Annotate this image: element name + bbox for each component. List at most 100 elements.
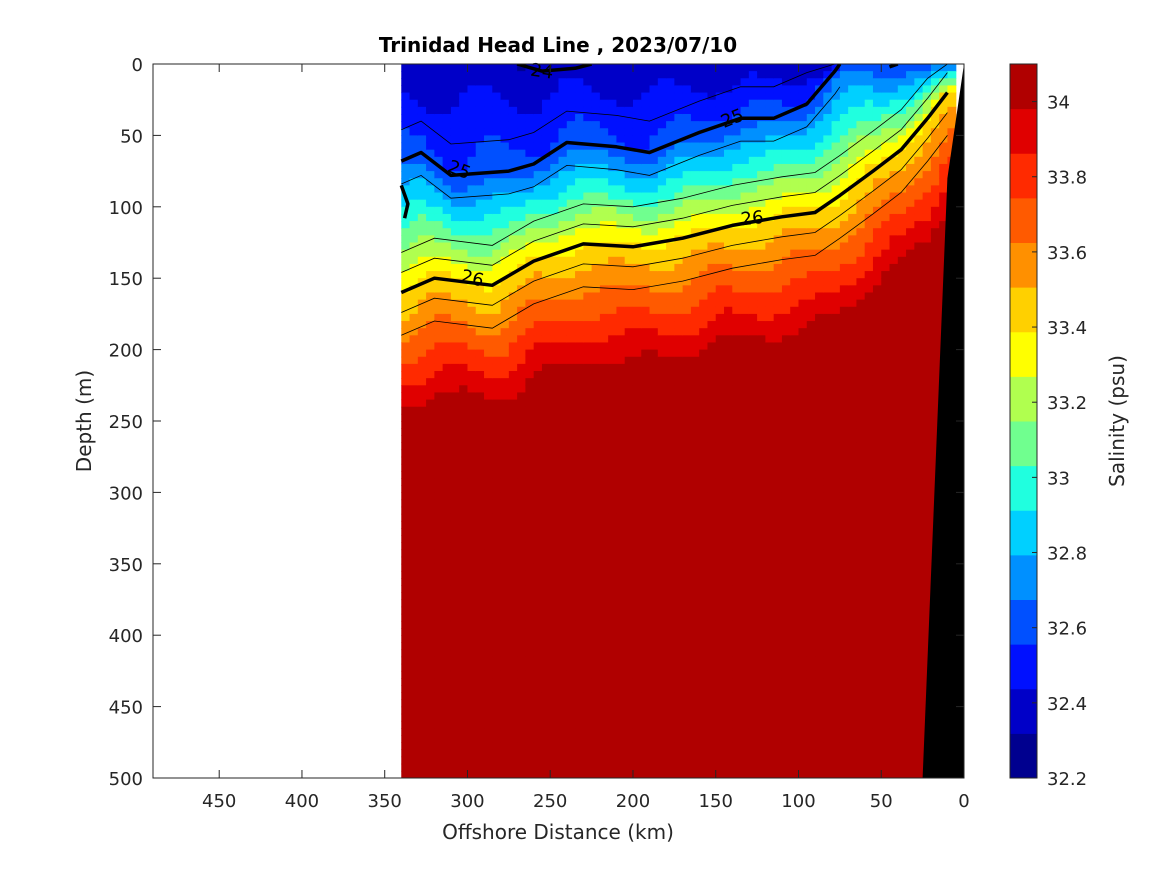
salinity-cell xyxy=(417,142,427,151)
salinity-cell xyxy=(699,742,709,751)
salinity-cell xyxy=(608,585,618,593)
salinity-cell xyxy=(806,713,816,722)
salinity-cell xyxy=(401,578,411,586)
salinity-cell xyxy=(450,292,460,301)
salinity-cell xyxy=(724,720,733,729)
salinity-cell xyxy=(550,699,560,708)
salinity-cell xyxy=(525,663,535,672)
salinity-cell xyxy=(649,478,659,486)
salinity-cell xyxy=(558,742,568,751)
salinity-cell xyxy=(550,456,560,465)
salinity-cell xyxy=(806,249,816,258)
salinity-cell xyxy=(666,570,675,579)
salinity-cell xyxy=(450,685,460,693)
salinity-cell xyxy=(773,328,783,336)
salinity-cell xyxy=(699,735,709,743)
salinity-cell xyxy=(740,156,750,165)
salinity-cell xyxy=(699,570,709,579)
salinity-cell xyxy=(533,99,543,108)
salinity-cell xyxy=(765,549,775,558)
salinity-cell xyxy=(434,378,444,386)
salinity-cell xyxy=(740,178,750,186)
salinity-cell xyxy=(608,249,618,258)
salinity-cell xyxy=(649,271,659,279)
salinity-cell xyxy=(707,271,717,279)
salinity-cell xyxy=(541,763,551,772)
salinity-cell xyxy=(426,71,435,79)
salinity-cell xyxy=(583,313,593,322)
salinity-cell xyxy=(666,670,675,679)
salinity-cell xyxy=(616,71,626,79)
salinity-cell xyxy=(467,485,477,493)
salinity-cell xyxy=(657,278,667,286)
salinity-cell xyxy=(599,392,609,401)
salinity-cell xyxy=(525,749,535,758)
salinity-cell xyxy=(450,356,460,365)
salinity-cell xyxy=(765,156,775,165)
salinity-cell xyxy=(699,399,709,408)
salinity-cell xyxy=(467,563,477,572)
salinity-cell xyxy=(599,278,609,286)
salinity-cell xyxy=(682,235,692,244)
salinity-cell xyxy=(467,328,477,336)
salinity-cell xyxy=(624,542,634,551)
salinity-cell xyxy=(632,542,642,551)
salinity-cell xyxy=(401,713,411,722)
salinity-cell xyxy=(599,763,609,772)
salinity-cell xyxy=(409,185,419,194)
salinity-cell xyxy=(641,342,651,351)
salinity-cell xyxy=(699,506,709,515)
salinity-cell xyxy=(508,292,518,301)
salinity-cell xyxy=(757,171,766,179)
salinity-cell xyxy=(757,328,766,336)
salinity-cell xyxy=(690,678,700,686)
salinity-cell xyxy=(790,185,800,194)
salinity-cell xyxy=(682,563,692,572)
salinity-cell xyxy=(575,620,584,629)
salinity-cell xyxy=(798,706,808,715)
salinity-cell xyxy=(525,678,535,686)
salinity-cell xyxy=(798,221,808,229)
salinity-cell xyxy=(591,613,601,622)
salinity-cell xyxy=(442,228,452,236)
salinity-cell xyxy=(773,478,783,486)
salinity-cell xyxy=(517,535,526,543)
salinity-cell xyxy=(690,728,700,736)
salinity-cell xyxy=(740,128,750,136)
salinity-cell xyxy=(492,470,502,479)
salinity-cell xyxy=(748,713,758,722)
salinity-cell xyxy=(575,271,584,279)
salinity-cell xyxy=(417,470,427,479)
salinity-cell xyxy=(699,513,709,522)
salinity-cell xyxy=(575,292,584,301)
salinity-cell xyxy=(657,85,667,94)
salinity-cell xyxy=(641,313,651,322)
salinity-cell xyxy=(599,156,609,165)
salinity-cell xyxy=(798,64,808,72)
salinity-cell xyxy=(715,478,725,486)
salinity-cell xyxy=(417,649,427,658)
salinity-cell xyxy=(748,585,758,593)
salinity-cell xyxy=(666,485,675,493)
salinity-cell xyxy=(591,620,601,629)
salinity-cell xyxy=(500,292,510,301)
salinity-cell xyxy=(401,542,411,551)
salinity-cell xyxy=(467,185,477,194)
salinity-cell xyxy=(616,406,626,415)
salinity-cell xyxy=(500,585,510,593)
salinity-cell xyxy=(575,478,584,486)
salinity-cell xyxy=(649,542,659,551)
salinity-cell xyxy=(624,763,634,772)
salinity-cell xyxy=(459,421,469,429)
salinity-cell xyxy=(426,513,435,522)
salinity-cell xyxy=(533,163,543,172)
salinity-cell xyxy=(434,656,444,665)
salinity-cell xyxy=(690,406,700,415)
salinity-cell xyxy=(724,313,733,322)
salinity-cell xyxy=(707,478,717,486)
salinity-cell xyxy=(442,742,452,751)
salinity-cell xyxy=(541,256,551,265)
salinity-cell xyxy=(401,271,411,279)
salinity-cell xyxy=(641,185,651,194)
salinity-cell xyxy=(517,399,526,408)
